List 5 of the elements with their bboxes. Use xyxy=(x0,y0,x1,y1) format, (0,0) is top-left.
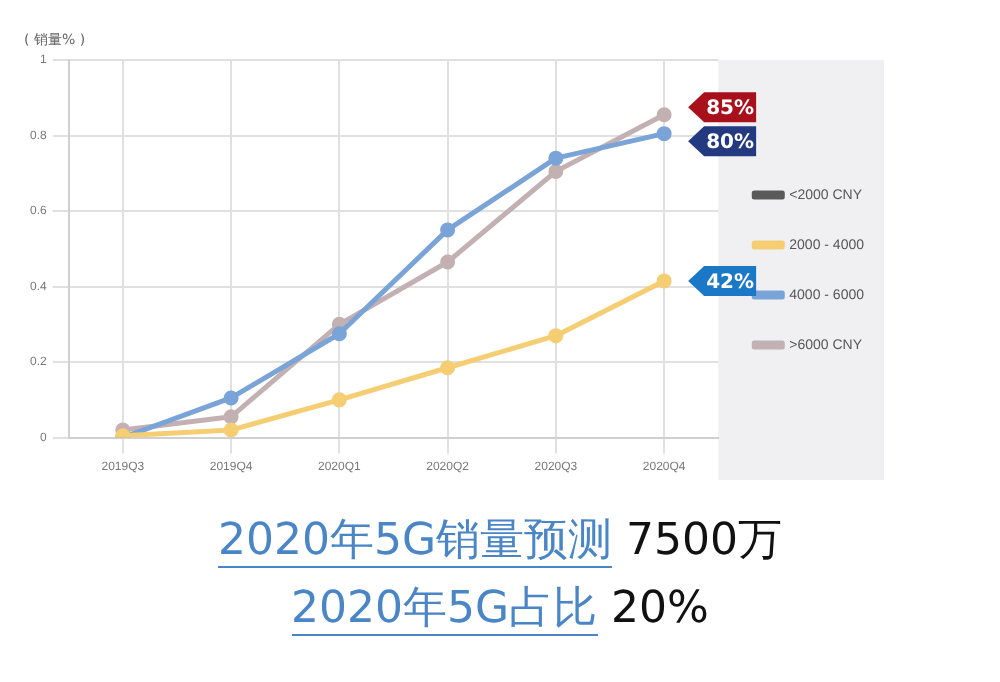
annotation: 42% xyxy=(706,272,755,295)
text: 2020年5G销量预测 7500万 xyxy=(217,516,783,568)
text: 2020年5G占比 20% xyxy=(291,584,709,636)
annotation: 80% xyxy=(706,132,755,155)
annotation: 85% xyxy=(706,98,755,121)
